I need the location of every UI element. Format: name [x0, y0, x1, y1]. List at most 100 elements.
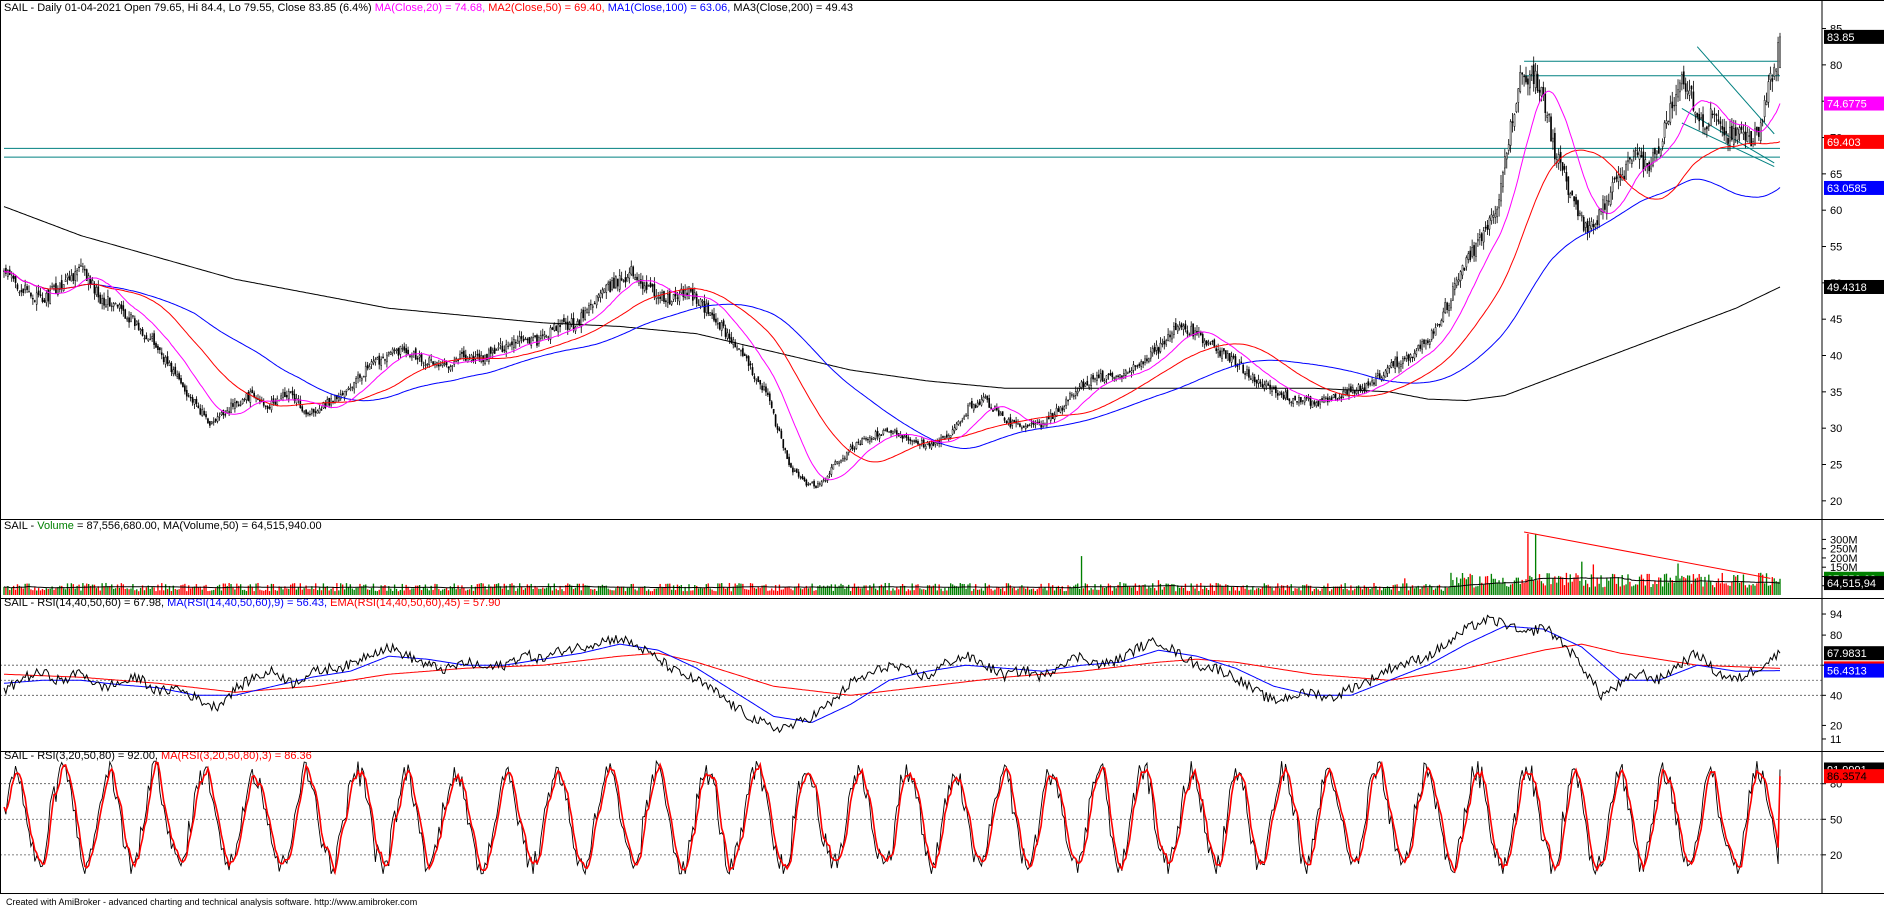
- candle-body-627: [1209, 343, 1212, 345]
- volume-bar-560: [1080, 556, 1083, 595]
- candle-body-796: [1534, 70, 1537, 88]
- candle-body-226: [438, 364, 440, 367]
- volume-bar-207: [401, 583, 403, 595]
- volume-bar-173: [336, 583, 338, 595]
- price-value-box-2: [1824, 134, 1884, 149]
- candle-body-710: [1369, 383, 1371, 385]
- volume-bar-892: [1719, 583, 1722, 595]
- candle-body-22: [45, 292, 48, 304]
- candle-body-688: [1326, 397, 1329, 403]
- volume-bar-467: [901, 583, 904, 595]
- candle-body-435: [840, 460, 842, 463]
- volume-bar-413: [798, 583, 800, 595]
- volume-bar-91: [178, 589, 180, 595]
- volume-bar-95: [186, 591, 188, 595]
- candle-body-819: [1579, 212, 1581, 216]
- volume-bar-381: [736, 585, 738, 595]
- candle-body-108: [210, 421, 213, 424]
- candle-body-586: [1130, 370, 1133, 373]
- candle-body-91: [178, 373, 180, 380]
- rsi-short-panel: SAIL - RSI(3,20,50,80) = 92.00, MA(RSI(3…: [0, 750, 1884, 876]
- volume-bar-662: [1277, 583, 1279, 595]
- volume-bar-226: [438, 589, 440, 595]
- candle-body-454: [876, 430, 879, 437]
- volume-bar-271: [524, 588, 527, 595]
- volume-bar-357: [690, 590, 692, 595]
- candle-body-831: [1602, 199, 1604, 213]
- volume-bar-283: [547, 583, 550, 595]
- candle-body-89: [174, 366, 177, 375]
- volume-bar-346: [669, 583, 671, 595]
- candle-body-294: [568, 322, 571, 330]
- candle-body-392: [757, 376, 760, 383]
- volume-bar-104: [203, 585, 205, 595]
- candle-body-202: [391, 348, 394, 354]
- volume-bar-399: [771, 588, 773, 595]
- volume-bar-903: [1740, 581, 1743, 595]
- candle-body-866: [1669, 103, 1672, 123]
- candle-body-543: [1047, 415, 1050, 419]
- volume-bar-639: [1232, 587, 1235, 595]
- volume-bar-761: [1467, 577, 1469, 595]
- volume-bar-613: [1182, 588, 1185, 595]
- candle-body-459: [886, 428, 889, 432]
- candle-body-609: [1174, 323, 1177, 330]
- candle-body-165: [320, 409, 323, 411]
- candle-body-846: [1631, 160, 1633, 165]
- candle-body-155: [301, 406, 304, 412]
- candle-body-617: [1190, 325, 1193, 336]
- volume-bar-516: [996, 587, 998, 595]
- candle-body-173: [336, 394, 338, 400]
- volume-bar-310: [599, 586, 602, 595]
- volume-bar-823: [1586, 583, 1589, 595]
- candle-body-156: [303, 411, 305, 414]
- volume-bar-216: [418, 585, 421, 595]
- rsi-short-value-box-1: [1824, 769, 1884, 784]
- candle-body-649: [1251, 374, 1254, 381]
- candle-body-599: [1155, 344, 1158, 351]
- candle-body-918: [1769, 72, 1772, 81]
- volume-bar-109: [213, 589, 215, 595]
- candle-body-208: [403, 346, 406, 351]
- candle-body-562: [1084, 383, 1087, 387]
- candle-body-267: [516, 340, 519, 344]
- volume-bar-769: [1483, 584, 1485, 595]
- volume-bar-440: [849, 591, 852, 595]
- candle-body-631: [1217, 349, 1219, 354]
- volume-bar-843: [1625, 584, 1627, 595]
- volume-bar-673: [1298, 587, 1300, 595]
- candle-body-158: [307, 412, 309, 415]
- candle-body-275: [532, 337, 534, 342]
- volume-bar-660: [1273, 590, 1275, 595]
- candle-body-549: [1059, 406, 1062, 413]
- volume-bar-126: [245, 591, 248, 595]
- candle-body-729: [1405, 355, 1408, 360]
- candle-body-405: [782, 439, 785, 449]
- volume-bar-297: [574, 587, 577, 595]
- candle-body-59: [116, 304, 119, 307]
- candle-body-249: [482, 355, 484, 363]
- volume-bar-675: [1302, 585, 1304, 595]
- candle-body-862: [1661, 141, 1664, 147]
- candle-body-269: [520, 336, 523, 339]
- volume-bar-498: [961, 583, 963, 595]
- volume-bar-850: [1638, 576, 1641, 595]
- volume-bar-46: [91, 584, 94, 595]
- candle-body-530: [1022, 425, 1025, 428]
- volume-bar-472: [911, 583, 913, 595]
- volume-bar-779: [1502, 577, 1504, 595]
- candle-body-509: [982, 396, 985, 401]
- candle-body-802: [1546, 115, 1549, 118]
- volume-bar-797: [1536, 580, 1539, 595]
- candle-body-262: [507, 345, 509, 348]
- candle-body-349: [674, 291, 677, 297]
- candle-body-436: [842, 458, 844, 462]
- volume-bar-746: [1438, 584, 1441, 595]
- candle-body-499: [963, 416, 965, 420]
- volume-bar-719: [1386, 586, 1389, 595]
- volume-bar-180: [349, 584, 352, 595]
- volume-bar-733: [1413, 588, 1416, 595]
- candle-body-551: [1063, 406, 1066, 410]
- candle-body-847: [1632, 150, 1635, 157]
- candle-body-393: [759, 380, 762, 385]
